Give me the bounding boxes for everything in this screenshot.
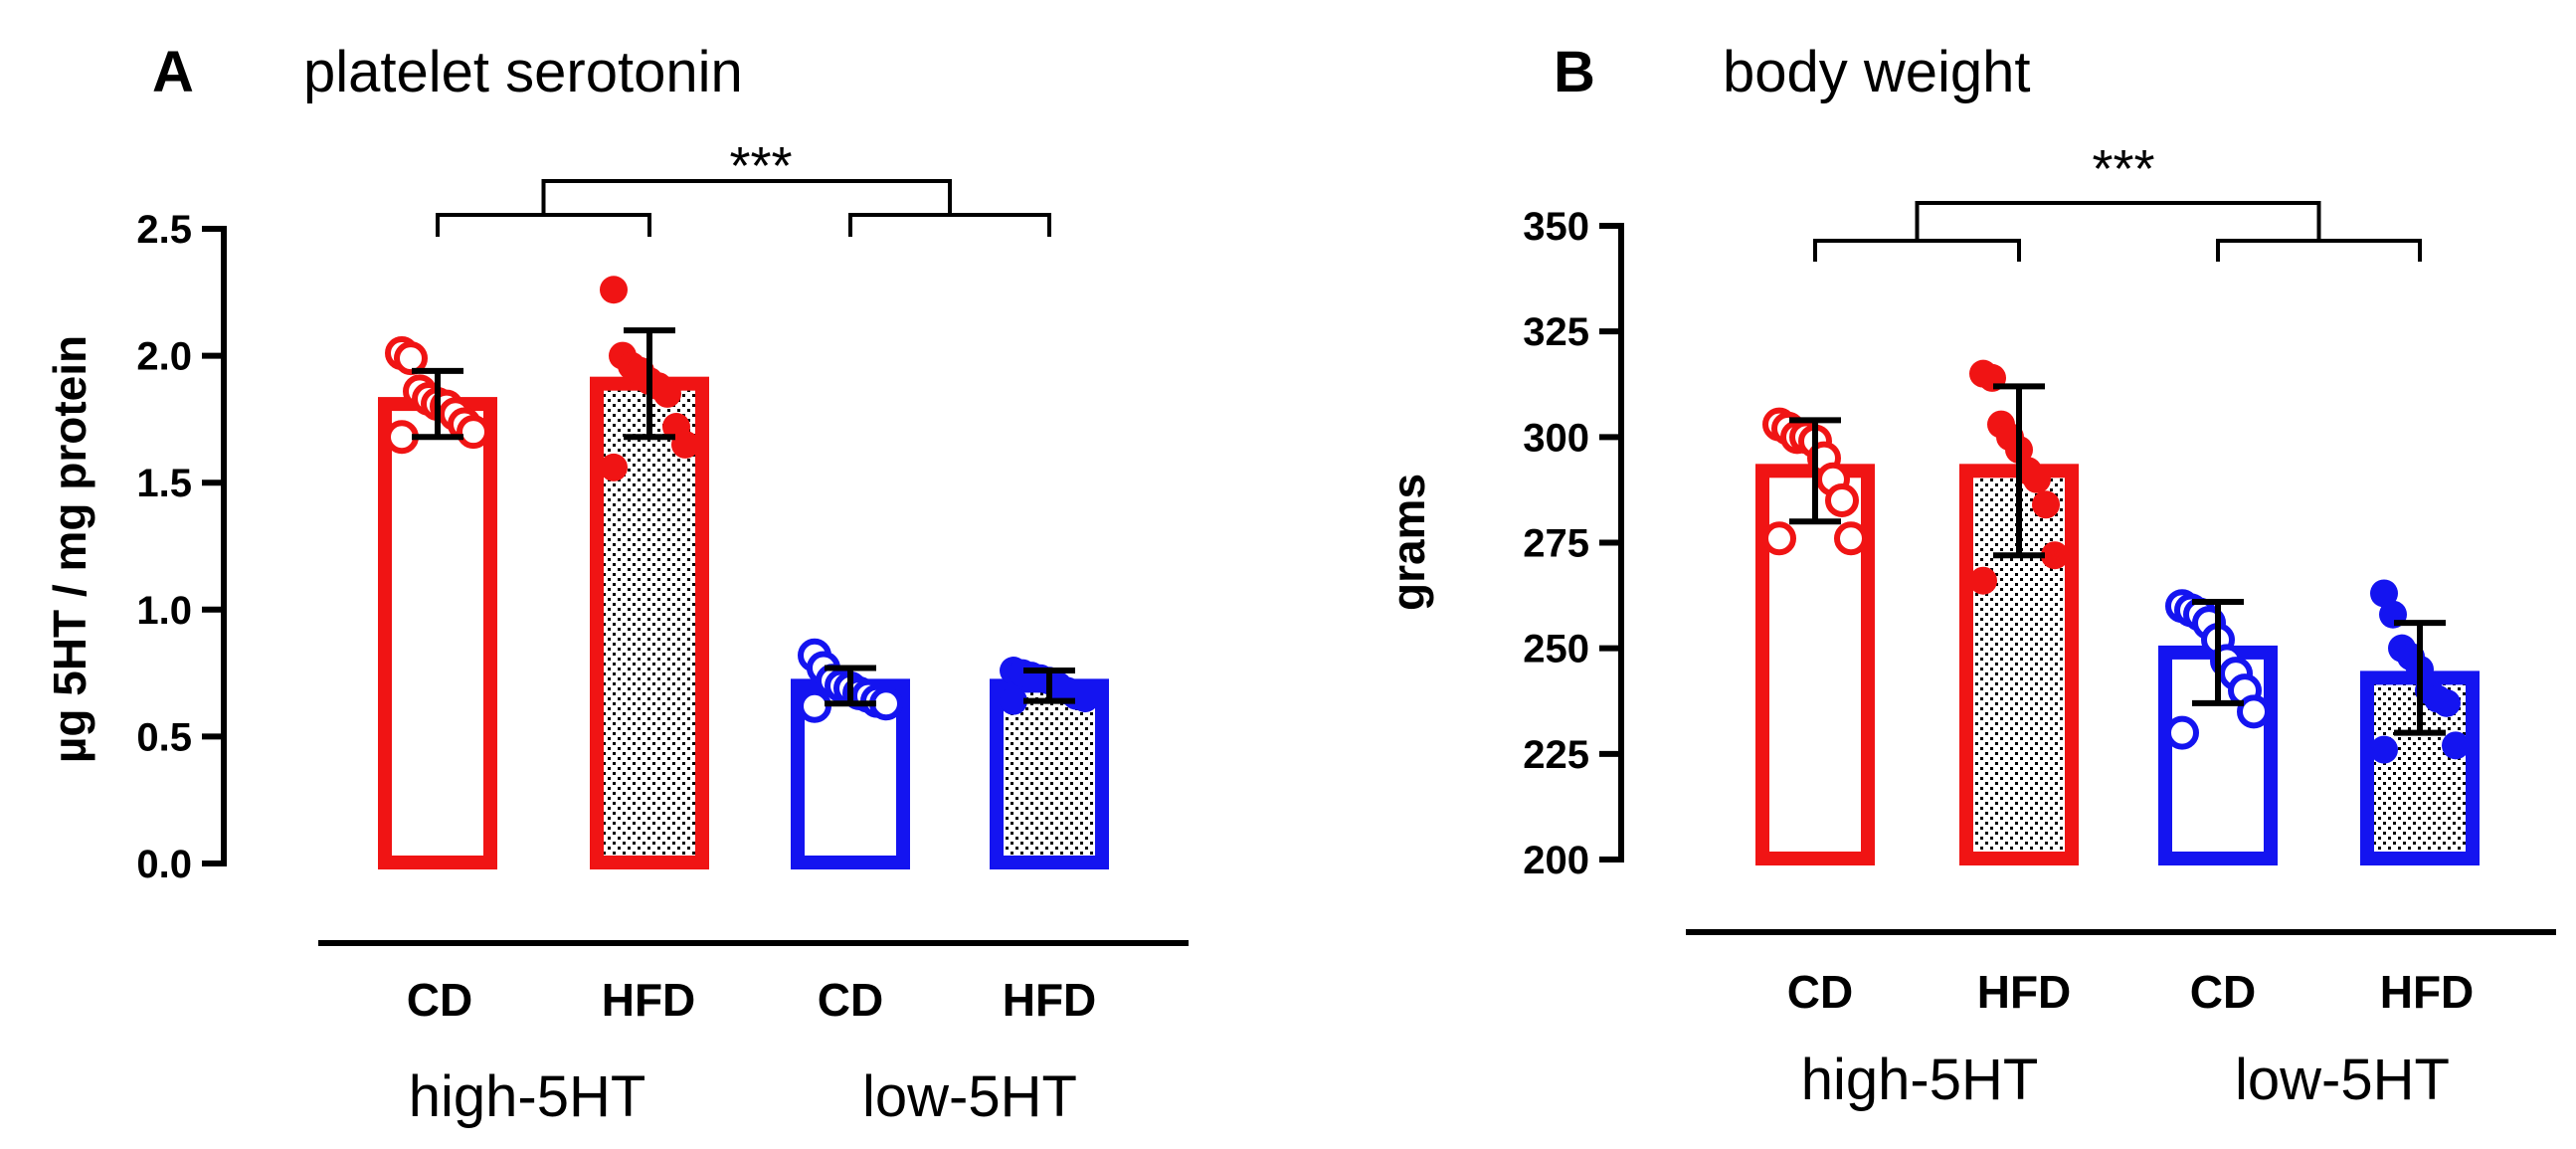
- panel-b-data-point: [2023, 465, 2051, 493]
- panel-b-y-tick-label: 275: [1523, 522, 1589, 566]
- panel-b-data-point: [2433, 688, 2461, 717]
- panel-b: B body weight grams *** CD HFD CD HFD hi…: [1382, 40, 2556, 1112]
- panel-b-category-label-3: CD: [2190, 966, 2256, 1018]
- panel-a-data-point: [671, 430, 699, 459]
- panel-b-y-tick-label: 325: [1523, 310, 1589, 354]
- panel-b-data-point: [1969, 566, 1997, 595]
- panel-a-category-label-2: HFD: [602, 974, 696, 1026]
- panel-a-data-point: [600, 453, 628, 481]
- panel-b-letter: B: [1554, 40, 1595, 104]
- panel-b-data-point: [2032, 490, 2060, 519]
- panel-a-category-label-3: CD: [818, 974, 883, 1026]
- panel-b-data-point: [2165, 715, 2199, 750]
- panel-a-title: platelet serotonin: [303, 40, 743, 104]
- panel-a-y-tick-label: 0.5: [136, 715, 192, 759]
- panel-a-data-point: [798, 688, 831, 723]
- panel-b-data-point: [2442, 731, 2470, 760]
- panel-a-bracket-high: [436, 213, 651, 237]
- panel-b-data-point: [2041, 541, 2069, 570]
- panel-b-plot: 200 225 250 275 300 325 350: [1523, 201, 2480, 882]
- panel-b-y-tick-label: 250: [1523, 628, 1589, 671]
- panel-a-data-point: [600, 276, 628, 304]
- panel-b-ylabel: grams: [1382, 474, 1434, 611]
- panel-a-data-point: [385, 420, 419, 455]
- panel-a-y-tick-label: 1.0: [136, 589, 192, 633]
- panel-b-title: body weight: [1723, 40, 2031, 104]
- panel-a-group-label-high: high-5HT: [409, 1064, 646, 1129]
- panel-b-bracket-low: [2216, 239, 2422, 262]
- panel-a-data-point: [1000, 686, 1027, 715]
- panel-b-data-point: [1834, 521, 1868, 556]
- panel-b-significance: ***: [2092, 139, 2154, 199]
- panel-b-data-point: [2370, 579, 2398, 608]
- panel-b-category-label-2: HFD: [1977, 966, 2072, 1018]
- panel-a-plot: 0.0 0.5 1.0 1.5 2.0 2.5: [136, 179, 1109, 886]
- panel-a-bar-1: [378, 397, 497, 869]
- panel-a-category-label-4: HFD: [1003, 974, 1097, 1026]
- panel-b-data-point: [1825, 483, 1859, 518]
- panel-b-y-tick-label: 350: [1523, 205, 1589, 249]
- panel-b-y-tick-label: 225: [1523, 733, 1589, 777]
- panel-a-bracket-low: [848, 213, 1051, 237]
- panel-b-category-label-1: CD: [1787, 966, 1853, 1018]
- panel-b-data-point: [2370, 735, 2398, 764]
- panel-b-category-label-4: HFD: [2380, 966, 2475, 1018]
- panel-b-data-point: [2237, 694, 2271, 729]
- panel-a-y-tick-label: 0.0: [136, 843, 192, 886]
- panel-a-data-point: [869, 686, 903, 721]
- panel-b-bar-2: [1959, 464, 2079, 865]
- panel-b-y-tick-label: 200: [1523, 839, 1589, 882]
- panel-a: A platelet serotonin µg 5HT / mg protein…: [44, 40, 1189, 1129]
- panel-b-group-label-low: low-5HT: [2235, 1048, 2450, 1112]
- panel-a-significance: ***: [729, 136, 792, 196]
- chart-marks: 0.0 0.5 1.0 1.5 2.0 2.5 200 225 250 275 300 325 350: [136, 179, 2480, 886]
- panel-a-ylabel: µg 5HT / mg protein: [44, 335, 95, 763]
- panel-b-data-point: [1762, 521, 1796, 556]
- panel-a-data-point: [653, 379, 681, 408]
- panel-b-y-tick-label: 300: [1523, 416, 1589, 460]
- panel-a-letter: A: [152, 40, 194, 104]
- panel-b-bracket-high: [1813, 239, 2021, 262]
- panel-a-data-point: [394, 341, 428, 376]
- panel-a-y-tick-label: 2.0: [136, 335, 192, 379]
- panel-a-data-point: [1071, 684, 1099, 713]
- panel-a-y-tick-label: 2.5: [136, 208, 192, 252]
- panel-a-bracket-main: [541, 179, 952, 215]
- panel-a-data-point: [457, 415, 490, 450]
- panel-b-bracket-main: [1915, 201, 2321, 241]
- panel-b-group-label-high: high-5HT: [1801, 1048, 2039, 1112]
- panel-a-group-label-low: low-5HT: [862, 1064, 1077, 1129]
- panel-a-y-tick-label: 1.5: [136, 462, 192, 505]
- panel-a-category-label-1: CD: [407, 974, 472, 1026]
